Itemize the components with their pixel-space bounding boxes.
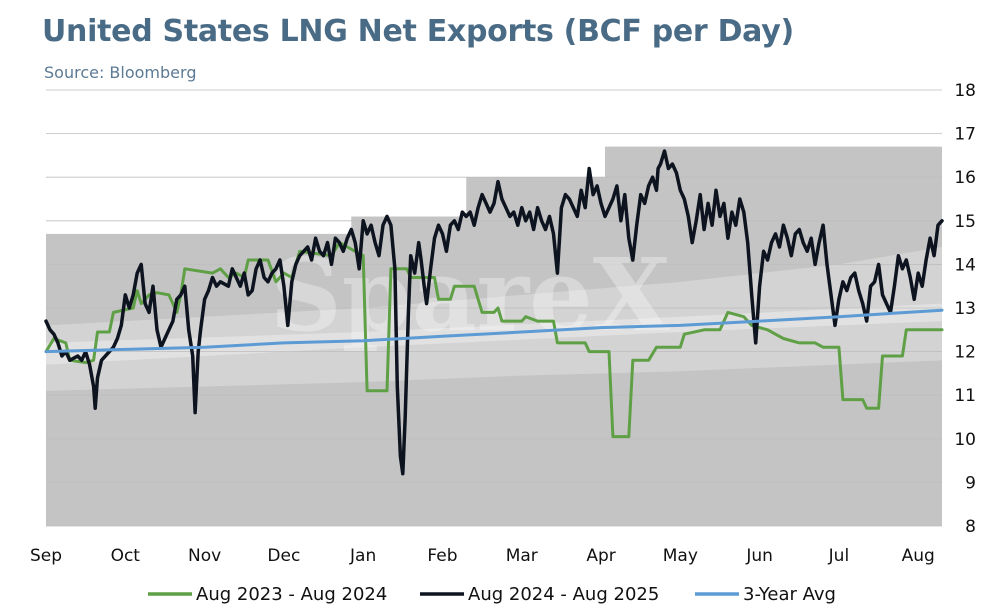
range-bands <box>46 146 942 526</box>
y-tick-label: 12 <box>954 343 976 363</box>
y-tick-label: 10 <box>954 430 976 450</box>
y-tick-label: 15 <box>954 212 976 232</box>
y-tick-label: 8 <box>965 517 976 537</box>
x-tick-label: Jun <box>745 546 773 566</box>
y-tick-label: 17 <box>954 125 976 145</box>
y-tick-label: 11 <box>954 386 976 406</box>
legend: Aug 2023 - Aug 2024 Aug 2024 - Aug 2025 3-… <box>148 584 836 605</box>
y-tick-label: 14 <box>954 255 976 275</box>
series-line-3 <box>44 308 944 354</box>
y-tick-label: 18 <box>954 81 976 101</box>
range-band-2 <box>46 246 942 391</box>
y-axis-ticks: 8 9 10 11 12 13 14 15 16 17 18 <box>954 81 976 537</box>
series-line-1 <box>44 241 944 439</box>
legend-label-1: Aug 2023 - Aug 2024 <box>196 584 387 605</box>
x-tick-label: Oct <box>111 546 141 566</box>
y-tick-label: 13 <box>954 299 976 319</box>
x-tick-label: Apr <box>586 546 615 566</box>
legend-label-3: 3-Year Avg <box>743 584 836 605</box>
gridlines <box>46 89 942 527</box>
x-tick-label: Aug <box>902 546 935 566</box>
y-tick-label: 9 <box>965 473 976 493</box>
x-tick-label: Mar <box>506 546 538 566</box>
x-axis-ticks: Sep Oct Nov Dec Jan Feb Mar Apr May Jun Jul Aug <box>30 546 935 566</box>
x-tick-label: Nov <box>188 546 221 566</box>
source-label: Source: Bloomberg <box>44 63 197 82</box>
x-tick-label: Dec <box>267 546 300 566</box>
series-lines <box>44 149 944 476</box>
legend-label-2: Aug 2024 - Aug 2025 <box>468 584 659 605</box>
y-tick-label: 16 <box>954 168 976 188</box>
x-tick-label: Jan <box>349 546 376 566</box>
chart-title: United States LNG Net Exports (BCF per D… <box>42 14 794 49</box>
x-tick-label: Jul <box>828 546 850 566</box>
x-tick-label: Feb <box>427 546 457 566</box>
x-tick-label: May <box>663 546 698 566</box>
x-tick-label: Sep <box>30 546 62 566</box>
